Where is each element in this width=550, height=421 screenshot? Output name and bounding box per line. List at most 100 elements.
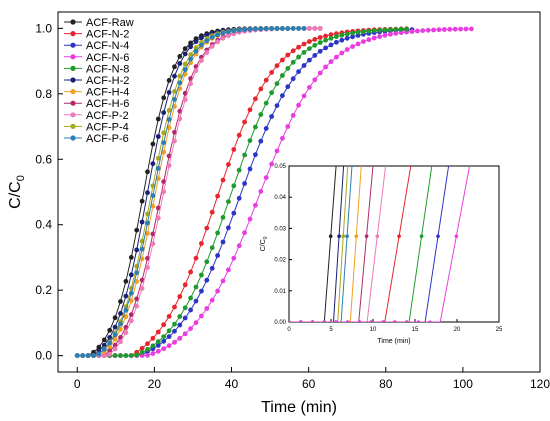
data-point (404, 26, 409, 32)
data-point (263, 77, 269, 83)
data-point (204, 225, 210, 231)
data-point (312, 42, 318, 48)
data-point (96, 351, 102, 357)
y-tick-label: 1.0 (35, 21, 52, 35)
legend-label: ACF-P-6 (86, 133, 129, 145)
legend-marker (70, 42, 76, 48)
data-point (361, 29, 366, 35)
data-point (334, 54, 339, 60)
data-point (220, 239, 226, 245)
data-point (269, 90, 274, 96)
data-point (85, 353, 91, 358)
data-point (145, 190, 150, 196)
inset-data-point (345, 234, 349, 238)
data-point (139, 286, 145, 291)
y-axis-title: C/C0 (7, 175, 27, 209)
data-point (155, 343, 161, 348)
data-point (145, 220, 150, 226)
data-point (253, 26, 258, 32)
data-point (150, 231, 156, 237)
legend-marker (70, 112, 76, 118)
data-point (215, 288, 221, 294)
data-point (134, 352, 140, 358)
inset-series-line (289, 166, 362, 322)
data-point (182, 331, 188, 337)
data-point (182, 51, 188, 57)
data-point (317, 48, 323, 54)
data-point (139, 350, 145, 355)
data-point (182, 67, 188, 72)
data-point (161, 346, 167, 352)
data-point (150, 343, 156, 349)
data-point (182, 315, 188, 321)
data-point (307, 39, 312, 44)
data-point (209, 245, 215, 251)
x-axis-title: Time (min) (261, 399, 337, 416)
data-point (285, 52, 291, 58)
data-point (166, 328, 172, 334)
data-point (123, 307, 129, 313)
data-point (150, 193, 156, 199)
data-point (150, 161, 156, 167)
data-point (290, 59, 296, 65)
data-point (209, 34, 215, 40)
data-point (188, 52, 194, 57)
data-point (193, 298, 199, 304)
data-point (323, 64, 328, 70)
data-point (145, 265, 150, 270)
data-point (204, 306, 210, 311)
data-point (226, 162, 231, 167)
data-point (290, 76, 296, 82)
data-point (317, 70, 323, 76)
data-point (112, 315, 118, 321)
inset-y-tick-label: 0.05 (274, 164, 286, 170)
data-point (301, 63, 307, 68)
data-point (209, 209, 215, 215)
inset-series-line (289, 166, 345, 322)
data-point (139, 219, 145, 225)
inset-data-point (375, 234, 380, 238)
data-point (172, 64, 177, 70)
legend-label: ACF-N-8 (86, 63, 129, 75)
data-point (193, 255, 199, 261)
data-point (155, 339, 161, 344)
data-point (242, 27, 248, 33)
data-point (339, 37, 345, 43)
data-point (101, 337, 107, 343)
data-point (204, 32, 210, 38)
data-point (134, 296, 140, 302)
data-point (199, 313, 204, 319)
data-point (409, 29, 415, 34)
legend-label: ACF-N-6 (86, 52, 129, 64)
data-point (285, 66, 291, 71)
data-point (134, 279, 140, 284)
data-point (150, 203, 156, 209)
series-acf-p-6 (74, 26, 307, 358)
data-point (155, 205, 161, 211)
data-point (258, 189, 264, 194)
data-point (172, 73, 177, 79)
data-point (290, 26, 296, 31)
data-point (161, 130, 167, 136)
data-point (155, 329, 161, 335)
x-tick-label: 100 (453, 377, 473, 391)
data-point (172, 97, 177, 102)
data-point (280, 93, 285, 98)
data-point (226, 29, 231, 35)
data-point (258, 138, 264, 144)
data-point (236, 132, 242, 138)
data-point (177, 294, 183, 299)
data-point (182, 97, 188, 103)
legend-marker (70, 30, 76, 37)
data-point (155, 166, 161, 171)
data-point (112, 353, 118, 358)
data-point (150, 335, 156, 341)
data-point (101, 346, 107, 352)
data-point (247, 138, 253, 144)
inset-data-point (328, 234, 333, 238)
data-point (312, 77, 318, 83)
data-point (226, 33, 231, 39)
data-point (107, 335, 113, 340)
data-point (350, 30, 355, 36)
data-point (425, 27, 431, 33)
